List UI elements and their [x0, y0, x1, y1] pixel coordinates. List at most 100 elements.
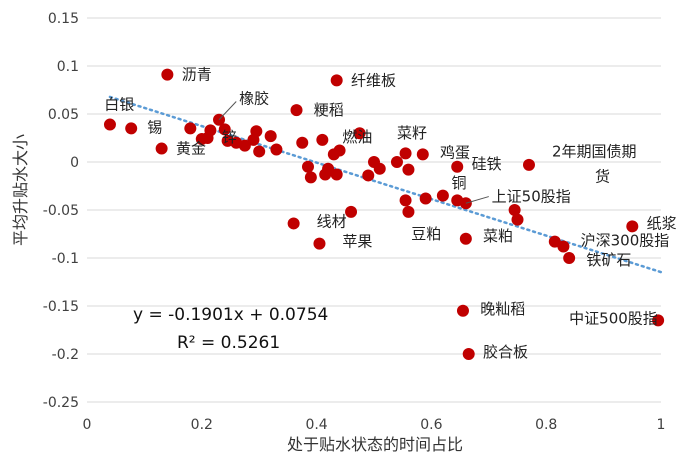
data-point: [155, 142, 168, 155]
x-tick-label: 0.6: [420, 417, 442, 433]
point-label: 豆粕: [411, 225, 441, 243]
data-point: [125, 122, 138, 135]
x-axis-title: 处于贴水状态的时间占比: [287, 435, 463, 454]
y-tick-label: 0.1: [57, 59, 79, 75]
point-label: 纤维板: [351, 71, 396, 89]
point-label: 晚籼稻: [480, 300, 525, 318]
data-point: [557, 240, 570, 253]
data-point: [204, 124, 217, 137]
point-label: 硅铁: [472, 155, 502, 173]
point-label: 铜: [451, 174, 466, 192]
point-label: 燃油: [342, 128, 372, 146]
y-tick-label: -0.05: [43, 203, 79, 219]
data-point: [456, 304, 469, 317]
x-tick-label: 0.8: [535, 417, 557, 433]
x-axis-ticks: 0 0.2 0.4 0.6 0.8 1: [83, 417, 666, 433]
y-tick-label: -0.25: [43, 395, 79, 411]
point-label: 线材: [317, 213, 347, 231]
data-point: [451, 160, 464, 173]
data-point: [345, 205, 358, 218]
data-point: [419, 192, 432, 205]
y-axis-ticks: 0.15 0.1 0.05 0 -0.05 -0.1 -0.15 -0.2 -0.25: [43, 11, 79, 411]
x-tick-label: 0: [83, 417, 92, 433]
data-points: [103, 68, 665, 360]
point-label: 橡胶: [239, 90, 269, 108]
leader-line: [218, 101, 237, 121]
point-label: 胶合板: [483, 343, 528, 361]
data-point: [161, 68, 174, 81]
data-point: [304, 171, 317, 184]
data-point: [264, 130, 277, 143]
y-tick-label: 0: [70, 155, 79, 171]
data-point: [399, 147, 412, 160]
data-point: [330, 74, 343, 87]
data-point: [270, 143, 283, 156]
x-tick-label: 1: [657, 417, 666, 433]
data-point: [333, 144, 346, 157]
point-label: 中证500股指: [569, 309, 658, 327]
data-point: [373, 162, 386, 175]
trend-r-squared: R² = 0.5261: [177, 333, 280, 353]
point-label: 菜粕: [483, 227, 513, 245]
y-tick-label: 0.15: [48, 11, 79, 27]
x-tick-label: 0.2: [191, 417, 213, 433]
data-point: [353, 127, 366, 140]
data-point: [316, 133, 329, 146]
data-point: [402, 205, 415, 218]
point-label: 铁矿石: [586, 251, 631, 269]
y-tick-label: -0.1: [52, 251, 79, 267]
data-point: [522, 158, 535, 171]
data-point: [103, 118, 116, 131]
y-axis-title: 平均升贴水大小: [11, 134, 30, 246]
point-label: 锌: [222, 128, 237, 146]
gridlines: [87, 17, 661, 403]
trend-equation: y = -0.1901x + 0.0754: [133, 305, 328, 325]
data-point: [508, 204, 521, 216]
data-point: [626, 220, 639, 233]
data-point: [416, 148, 429, 161]
point-label: 白银: [104, 95, 134, 113]
data-point: [296, 136, 309, 149]
data-point: [313, 237, 326, 250]
y-tick-label: -0.2: [52, 347, 79, 363]
point-label: 沪深300股指: [581, 232, 670, 250]
point-label: 鸡蛋: [440, 143, 470, 161]
point-label: 苹果: [342, 233, 372, 251]
x-tick-label: 0.4: [305, 417, 327, 433]
data-point: [459, 232, 472, 245]
data-point: [362, 169, 375, 182]
data-point: [238, 139, 251, 152]
data-point: [250, 125, 263, 138]
data-point: [330, 168, 343, 181]
leader-line: [465, 196, 489, 204]
point-label: 粳稻: [314, 101, 344, 119]
trendline: [108, 95, 663, 274]
data-point: [218, 123, 231, 136]
point-label: 黄金: [176, 140, 206, 158]
data-point: [436, 189, 449, 202]
point-label: 锡: [147, 118, 162, 136]
data-point: [301, 160, 314, 173]
point-label: 沥青: [182, 66, 212, 84]
point-label: 2年期国债期: [552, 142, 637, 160]
data-point: [563, 252, 576, 264]
point-label: 纸浆: [647, 214, 677, 232]
data-point: [399, 194, 412, 207]
data-point: [652, 314, 665, 327]
data-point: [511, 213, 524, 226]
data-point: [184, 122, 197, 135]
y-tick-label: 0.05: [48, 107, 79, 123]
y-tick-label: -0.15: [43, 299, 79, 315]
data-point: [290, 104, 303, 117]
data-point: [253, 145, 266, 158]
point-label: 上证50股指: [492, 188, 571, 206]
data-point: [390, 156, 403, 168]
data-point: [462, 348, 475, 360]
point-label: 货: [595, 167, 610, 185]
data-point: [322, 162, 335, 175]
data-point: [287, 217, 300, 230]
point-label: 菜籽: [397, 124, 427, 142]
data-point: [402, 163, 415, 176]
